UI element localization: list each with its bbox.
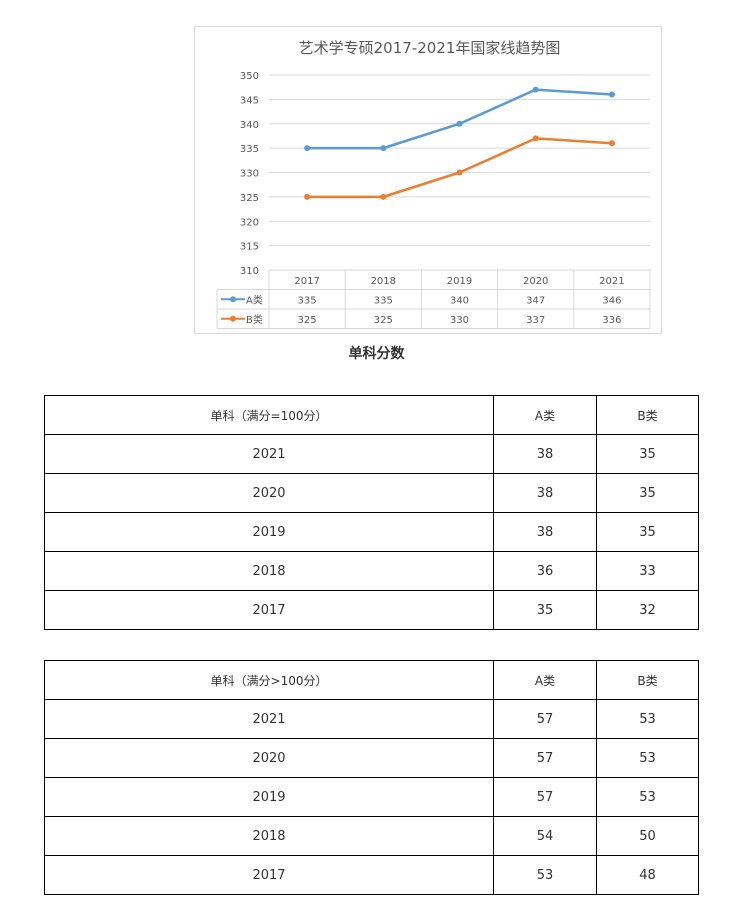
table-row: 2021 57 53 (44, 699, 699, 739)
data-point (304, 145, 311, 152)
y-tick-label: 345 (240, 95, 259, 106)
data-point (608, 91, 615, 98)
y-tick-label: 350 (240, 71, 259, 82)
y-tick-label: 315 (240, 242, 259, 253)
table-value: 337 (526, 315, 545, 326)
table-value: 346 (602, 295, 621, 306)
cell-year: 2018 (44, 551, 494, 591)
table-row: 2019 57 53 (44, 777, 699, 817)
cell-a: 38 (493, 434, 597, 474)
cell-year: 2017 (44, 855, 494, 895)
cell-a: 57 (493, 699, 597, 739)
x-tick-label: 2019 (447, 276, 472, 287)
cell-a: 36 (493, 551, 597, 591)
legend-label: B类 (246, 313, 263, 326)
table-value: 335 (374, 295, 393, 306)
y-tick-label: 335 (240, 144, 259, 155)
cell-a: 38 (493, 512, 597, 552)
table-row: 2017 35 32 (44, 590, 699, 630)
cell-a: 53 (493, 855, 597, 895)
cell-b: 35 (596, 473, 699, 513)
data-point (608, 140, 615, 147)
table-value: 325 (374, 315, 393, 326)
x-tick-label: 2020 (523, 276, 548, 287)
chart-title: 艺术学专硕2017-2021年国家线趋势图 (299, 39, 561, 57)
y-tick-label: 330 (240, 169, 259, 180)
cell-year: 2019 (44, 777, 494, 817)
table-header-row: 单科（满分=100分） A类 B类 (44, 395, 699, 435)
table-value: 330 (450, 315, 469, 326)
cell-b: 33 (596, 551, 699, 591)
header-subject: 单科（满分=100分） (44, 395, 494, 435)
x-tick-label: 2021 (599, 276, 624, 287)
cell-year: 2019 (44, 512, 494, 552)
table-value: 336 (602, 315, 621, 326)
data-point (456, 120, 463, 127)
table-value: 325 (298, 315, 317, 326)
cell-b: 48 (596, 855, 699, 895)
cell-year: 2017 (44, 590, 494, 630)
cell-b: 53 (596, 738, 699, 778)
cell-year: 2020 (44, 473, 494, 513)
cell-year: 2021 (44, 434, 494, 474)
score-table-over-100: 单科（满分>100分） A类 B类 2021 57 53 2020 57 53 … (44, 660, 699, 895)
chart-container: 艺术学专硕2017-2021年国家线趋势图 310 315 320 325 330 335 3… (194, 26, 662, 334)
data-point (532, 135, 539, 142)
legend-key-marker (230, 315, 236, 322)
cell-a: 38 (493, 473, 597, 513)
header-a: A类 (493, 395, 597, 435)
header-b: B类 (596, 395, 699, 435)
cell-b: 53 (596, 777, 699, 817)
x-tick-label: 2018 (371, 276, 396, 287)
legend-key-marker (230, 296, 236, 303)
y-tick-label: 325 (240, 193, 259, 204)
header-b: B类 (596, 660, 699, 700)
table-value: 335 (298, 295, 317, 306)
table-header-row: 单科（满分>100分） A类 B类 (44, 660, 699, 700)
data-point (456, 169, 463, 176)
cell-year: 2021 (44, 699, 494, 739)
x-tick-label: 2017 (294, 276, 319, 287)
cell-b: 35 (596, 512, 699, 552)
data-point (380, 193, 387, 200)
table-value: 340 (450, 295, 469, 306)
score-table-100: 单科（满分=100分） A类 B类 2021 38 35 2020 38 35 … (44, 395, 699, 630)
data-point (304, 193, 311, 200)
cell-a: 57 (493, 738, 597, 778)
data-point (380, 145, 387, 152)
cell-a: 35 (493, 590, 597, 630)
table-row: 2020 57 53 (44, 738, 699, 778)
legend-label: A类 (246, 293, 263, 306)
cell-b: 35 (596, 434, 699, 474)
y-tick-label: 320 (240, 217, 259, 228)
table-row: 2018 36 33 (44, 551, 699, 591)
y-tick-label: 310 (240, 266, 259, 277)
table-row: 2020 38 35 (44, 473, 699, 513)
cell-b: 32 (596, 590, 699, 630)
cell-a: 54 (493, 816, 597, 856)
cell-a: 57 (493, 777, 597, 817)
table-row: 2021 38 35 (44, 434, 699, 474)
header-subject: 单科（满分>100分） (44, 660, 494, 700)
table-row: 2019 38 35 (44, 512, 699, 552)
table-value: 347 (526, 295, 545, 306)
cell-b: 50 (596, 816, 699, 856)
chart-caption: 单科分数 (348, 346, 405, 362)
header-a: A类 (493, 660, 597, 700)
y-tick-label: 340 (240, 120, 259, 131)
line-chart: 艺术学专硕2017-2021年国家线趋势图 310 315 320 325 330 335 3… (216, 39, 651, 329)
table-row: 2018 54 50 (44, 816, 699, 856)
cell-year: 2020 (44, 738, 494, 778)
data-point (532, 86, 539, 93)
cell-year: 2018 (44, 816, 494, 856)
table-row: 2017 53 48 (44, 855, 699, 895)
cell-b: 53 (596, 699, 699, 739)
